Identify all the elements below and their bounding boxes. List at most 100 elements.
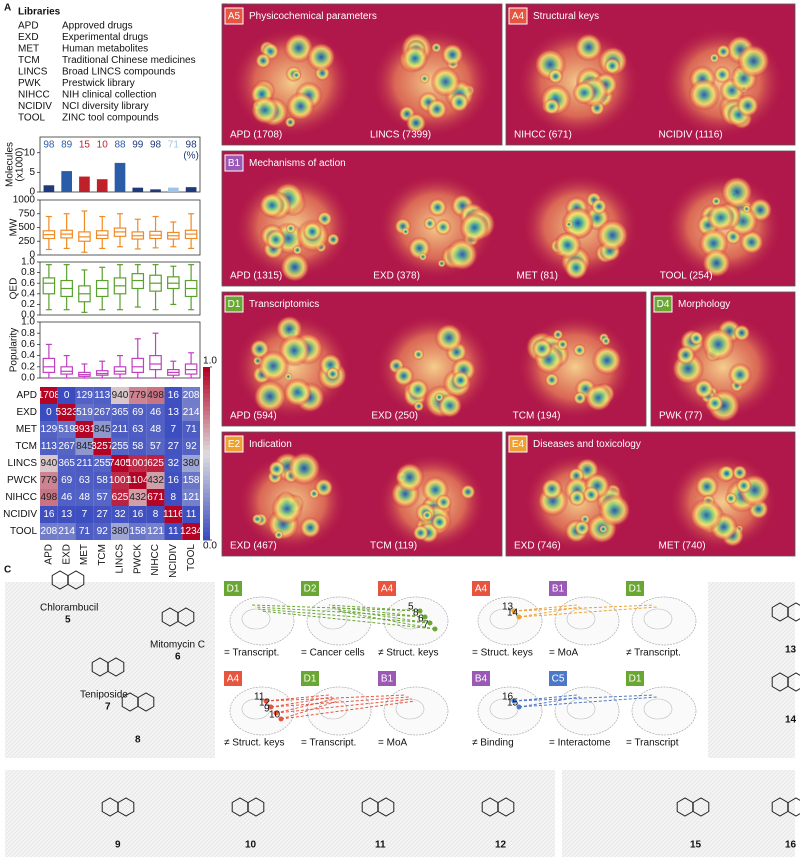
- libraries-title: Libraries: [18, 7, 61, 18]
- cell-label: 92: [97, 526, 109, 537]
- density-blob: [459, 212, 490, 243]
- relation-label: ≠ Struct. keys: [378, 648, 439, 659]
- cell-label: 63: [132, 424, 144, 435]
- link: [334, 608, 431, 624]
- row-label: TCM: [15, 441, 37, 452]
- molecule-box: [562, 770, 795, 857]
- cell-label: 129: [41, 424, 58, 435]
- row-label: TOOL: [10, 526, 37, 537]
- cell-label: 11: [186, 509, 197, 520]
- box: [60, 366, 73, 375]
- y-tick-label: 0.0: [21, 310, 35, 321]
- heatmap-cell: [111, 438, 129, 455]
- molecule-id: 6: [175, 652, 181, 663]
- cell-label: 1001: [127, 458, 150, 469]
- box: [42, 277, 56, 295]
- cell-label: 58: [132, 441, 144, 452]
- density-blob: [401, 227, 410, 236]
- heatmap-cell: [164, 404, 183, 421]
- code-tag-label: D2: [304, 584, 317, 595]
- code-tag-label: A4: [512, 11, 525, 22]
- density-blob: [283, 377, 312, 407]
- density-blob: [405, 112, 427, 134]
- molecule-box: [708, 582, 795, 758]
- heatmap-cell: [146, 472, 165, 489]
- cell-label: 1234: [180, 526, 203, 537]
- relation-label: = MoA: [549, 648, 579, 659]
- heatmap-cell: [164, 472, 183, 489]
- density-blob: [437, 393, 463, 418]
- density-blob: [736, 94, 760, 117]
- colorbar-step: [203, 496, 210, 502]
- code-tag: [549, 671, 567, 686]
- density-blob: [706, 203, 735, 232]
- density-blob: [431, 513, 449, 531]
- colorbar-step: [203, 531, 210, 537]
- density-blob: [552, 329, 564, 340]
- cell-label: 58: [97, 475, 109, 486]
- map-outline: [566, 608, 596, 630]
- density-blob: [421, 509, 433, 521]
- row-label: LINCS: [8, 458, 38, 469]
- code-tag-label: B1: [381, 674, 394, 685]
- percentage-label: 89: [61, 140, 73, 151]
- heatmap-cell: [128, 455, 147, 472]
- cell-label: 11: [168, 526, 179, 537]
- column-label: TOOL: [186, 544, 197, 571]
- row-label: NCIDIV: [3, 509, 37, 520]
- relation-label: = Transcript.: [224, 648, 279, 659]
- colorbar-step: [203, 392, 210, 398]
- density-blob: [733, 324, 751, 342]
- cell-label: 498: [41, 492, 58, 503]
- molecule-id: 5: [65, 615, 71, 626]
- molecule-id: 13: [785, 645, 797, 656]
- heatmap-cell: [182, 455, 200, 472]
- bar: [43, 185, 55, 192]
- map-label: MET (740): [659, 541, 706, 552]
- link: [337, 610, 436, 630]
- cell-label: 267: [94, 407, 111, 418]
- heatmap-cell: [57, 455, 76, 472]
- colorbar-step: [203, 405, 210, 411]
- link: [518, 696, 658, 708]
- point-label: 13: [502, 602, 514, 613]
- link: [257, 608, 431, 624]
- heatmap-cell: [93, 455, 112, 472]
- plot-frame: [39, 261, 201, 316]
- molecule-id: 14: [785, 715, 797, 726]
- bar: [185, 187, 197, 192]
- density-blob: [271, 492, 304, 525]
- y-tick-label: 0.2: [21, 361, 35, 372]
- y-tick-label: 0.0: [21, 373, 35, 384]
- density-blob: [573, 391, 587, 405]
- code-tag: [224, 581, 242, 596]
- link: [260, 610, 436, 630]
- point: [432, 626, 438, 632]
- density-blob: [326, 233, 340, 247]
- column-label: EXD: [61, 544, 72, 565]
- molecule-name: Teniposide: [80, 690, 128, 701]
- cell-label: 13: [61, 509, 73, 520]
- relation-label: = Transcript.: [301, 738, 356, 749]
- heatmap-cell: [164, 523, 183, 540]
- code-tag-label: B1: [228, 158, 241, 169]
- cell-label: 208: [183, 390, 200, 401]
- heatmap-cell: [40, 387, 58, 404]
- heatmap-cell: [75, 438, 94, 455]
- heatmap-cell: [182, 489, 200, 506]
- density-blob: [268, 460, 286, 478]
- map-label: NCIDIV (1116): [659, 130, 723, 141]
- density-blob: [279, 252, 310, 283]
- heatmap-cell: [182, 387, 200, 404]
- code-tag: [472, 581, 490, 596]
- box: [131, 357, 145, 373]
- link: [518, 696, 581, 708]
- link: [270, 696, 410, 708]
- bar: [150, 189, 161, 192]
- colorbar-step: [203, 401, 210, 407]
- heatmap-cell: [57, 404, 76, 421]
- code-tag: [626, 671, 644, 686]
- heatmap-cell: [164, 438, 183, 455]
- map-label: APD (594): [230, 411, 277, 422]
- cell-label: 0: [64, 390, 70, 401]
